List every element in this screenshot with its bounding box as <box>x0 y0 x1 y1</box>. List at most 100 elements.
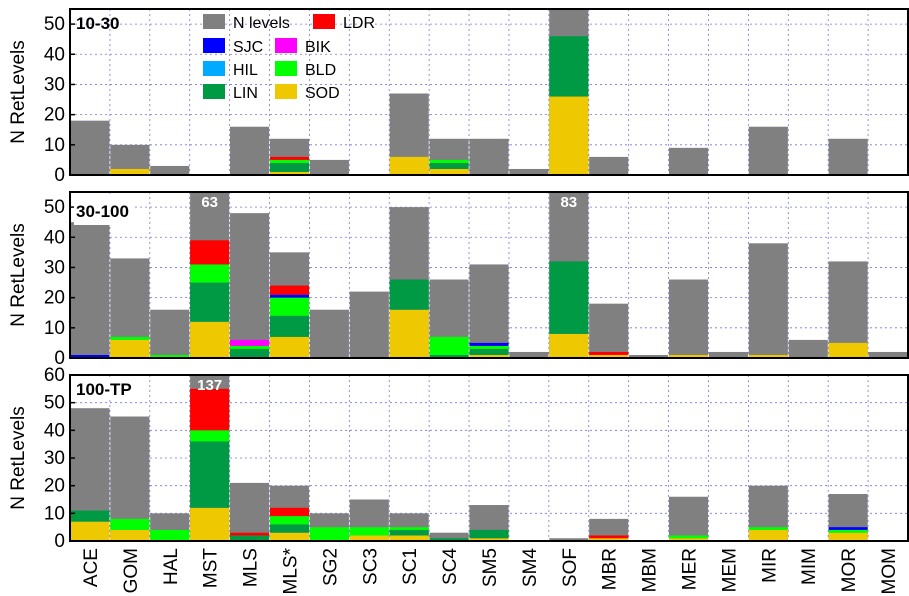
bar-segment-bld <box>269 516 310 525</box>
bar-segment-sjc <box>70 354 110 358</box>
y-tick-label: 10 <box>44 318 65 339</box>
bar-total <box>868 351 908 358</box>
bar-segment-bik <box>230 339 270 346</box>
bar-segment-sod <box>389 156 429 175</box>
bar-segment-sod <box>389 309 429 358</box>
panel-label-background <box>74 195 134 225</box>
bar-segment-sod <box>748 529 788 541</box>
bar-segment-bld <box>429 336 469 355</box>
x-tick-label: SC4 <box>440 548 461 585</box>
bar-total <box>230 126 270 175</box>
panel-label: 100-TP <box>76 380 132 399</box>
bar-segment-bld <box>110 518 150 530</box>
x-tick-label: MLS <box>241 548 262 587</box>
bar-total <box>668 496 709 541</box>
bar-segment-lin <box>190 282 230 322</box>
bar-segment-bld <box>429 159 469 163</box>
bar-segment-sod <box>110 339 150 358</box>
legend-swatch-bik <box>275 38 297 53</box>
y-tick-label: 0 <box>54 165 65 186</box>
bar-segment-bld <box>349 527 389 536</box>
bar-segment-sod <box>429 168 469 175</box>
bar-segment-ldr <box>589 351 629 355</box>
bar-segment-ldr <box>589 535 629 539</box>
bar-segment-bld <box>309 527 349 541</box>
bar-total <box>469 138 509 175</box>
y-axis-label: N RetLevels <box>8 406 29 510</box>
x-tick-label: MBM <box>640 548 661 592</box>
x-tick-label: MIR <box>759 548 780 583</box>
overflow-label: 137 <box>197 377 222 394</box>
bar-segment-lin <box>429 162 469 169</box>
bar-total <box>309 309 349 358</box>
x-tick-label: MIM <box>799 548 820 585</box>
bar-segment-lin <box>269 162 310 172</box>
y-tick-label: 40 <box>44 44 65 65</box>
x-tick-label: MER <box>680 548 701 590</box>
x-tick-label: SC3 <box>360 548 381 585</box>
bar-segment-sod <box>389 535 429 541</box>
legend-label-lin: LIN <box>233 85 258 102</box>
y-tick-label: 30 <box>44 74 65 95</box>
bar-total <box>150 165 190 175</box>
bar-segment-sod <box>269 336 310 358</box>
bar-segment-bld <box>668 535 709 539</box>
overflow-label: 63 <box>201 194 218 211</box>
bar-segment-bld <box>150 529 190 541</box>
bar-total <box>469 264 509 358</box>
bar-segment-lin <box>230 348 270 358</box>
bar-total <box>429 532 469 541</box>
bar-total <box>828 138 868 175</box>
x-tick-label: SOF <box>560 548 581 587</box>
bar-total <box>70 120 110 175</box>
bar-segment-lin <box>389 279 429 310</box>
bar-total <box>629 354 669 358</box>
y-tick-label: 40 <box>44 420 65 441</box>
legend-label-sod: SOD <box>305 85 340 102</box>
bar-segment-sod <box>469 354 509 358</box>
panel-1: 63 83 0 10 20 30 40 50 N RetLevels 30-100 <box>8 191 909 369</box>
panel-label: 30-100 <box>76 202 129 221</box>
bar-segment-sod <box>828 342 868 358</box>
bar-segment-bld <box>150 354 190 358</box>
y-tick-label: 10 <box>44 503 65 524</box>
y-axis-label: N RetLevels <box>8 223 29 327</box>
bar-segment-bld <box>469 345 509 349</box>
bar-segment-lin <box>269 315 310 337</box>
bar-segment-sod <box>748 354 788 358</box>
bar-segment-bld <box>190 264 230 283</box>
bar-total <box>668 279 709 358</box>
bar-segment-lin <box>549 36 589 97</box>
panel-0: 0 10 20 30 40 50 N RetLevels 10-30 <box>8 8 909 186</box>
bar-total <box>589 156 629 175</box>
bar-segment-lin <box>549 261 589 334</box>
bar-segment-sod <box>110 168 150 175</box>
bar-segment-sod <box>668 538 709 541</box>
bar-total <box>309 159 349 175</box>
bar-segment-bld <box>748 527 788 530</box>
bar-total <box>788 339 828 358</box>
y-tick-label: 50 <box>44 393 65 414</box>
bar-segment-bld <box>110 336 150 340</box>
x-tick-label: MBR <box>600 548 621 590</box>
bar-segment-sod <box>190 507 230 541</box>
y-tick-label: 30 <box>44 448 65 469</box>
y-tick-label: 20 <box>44 288 65 309</box>
bar-segment-ldr <box>269 285 310 295</box>
x-tick-label: ACE <box>81 548 102 587</box>
bar-total <box>748 243 788 358</box>
bar-segment-lin <box>469 348 509 355</box>
y-tick-label: 60 <box>44 365 65 386</box>
bar-total <box>748 126 788 175</box>
x-tick-label: SM5 <box>480 548 501 587</box>
bar-segment-lin <box>429 538 469 541</box>
y-tick-label: 50 <box>44 197 65 218</box>
panel-frame <box>69 191 909 359</box>
legend-swatch-lin <box>203 84 225 99</box>
y-tick-label: 0 <box>54 348 65 369</box>
bar-segment-ldr <box>190 388 230 431</box>
x-tick-label: MEM <box>719 548 740 592</box>
bar-total <box>230 213 270 358</box>
bar-total <box>589 303 629 358</box>
